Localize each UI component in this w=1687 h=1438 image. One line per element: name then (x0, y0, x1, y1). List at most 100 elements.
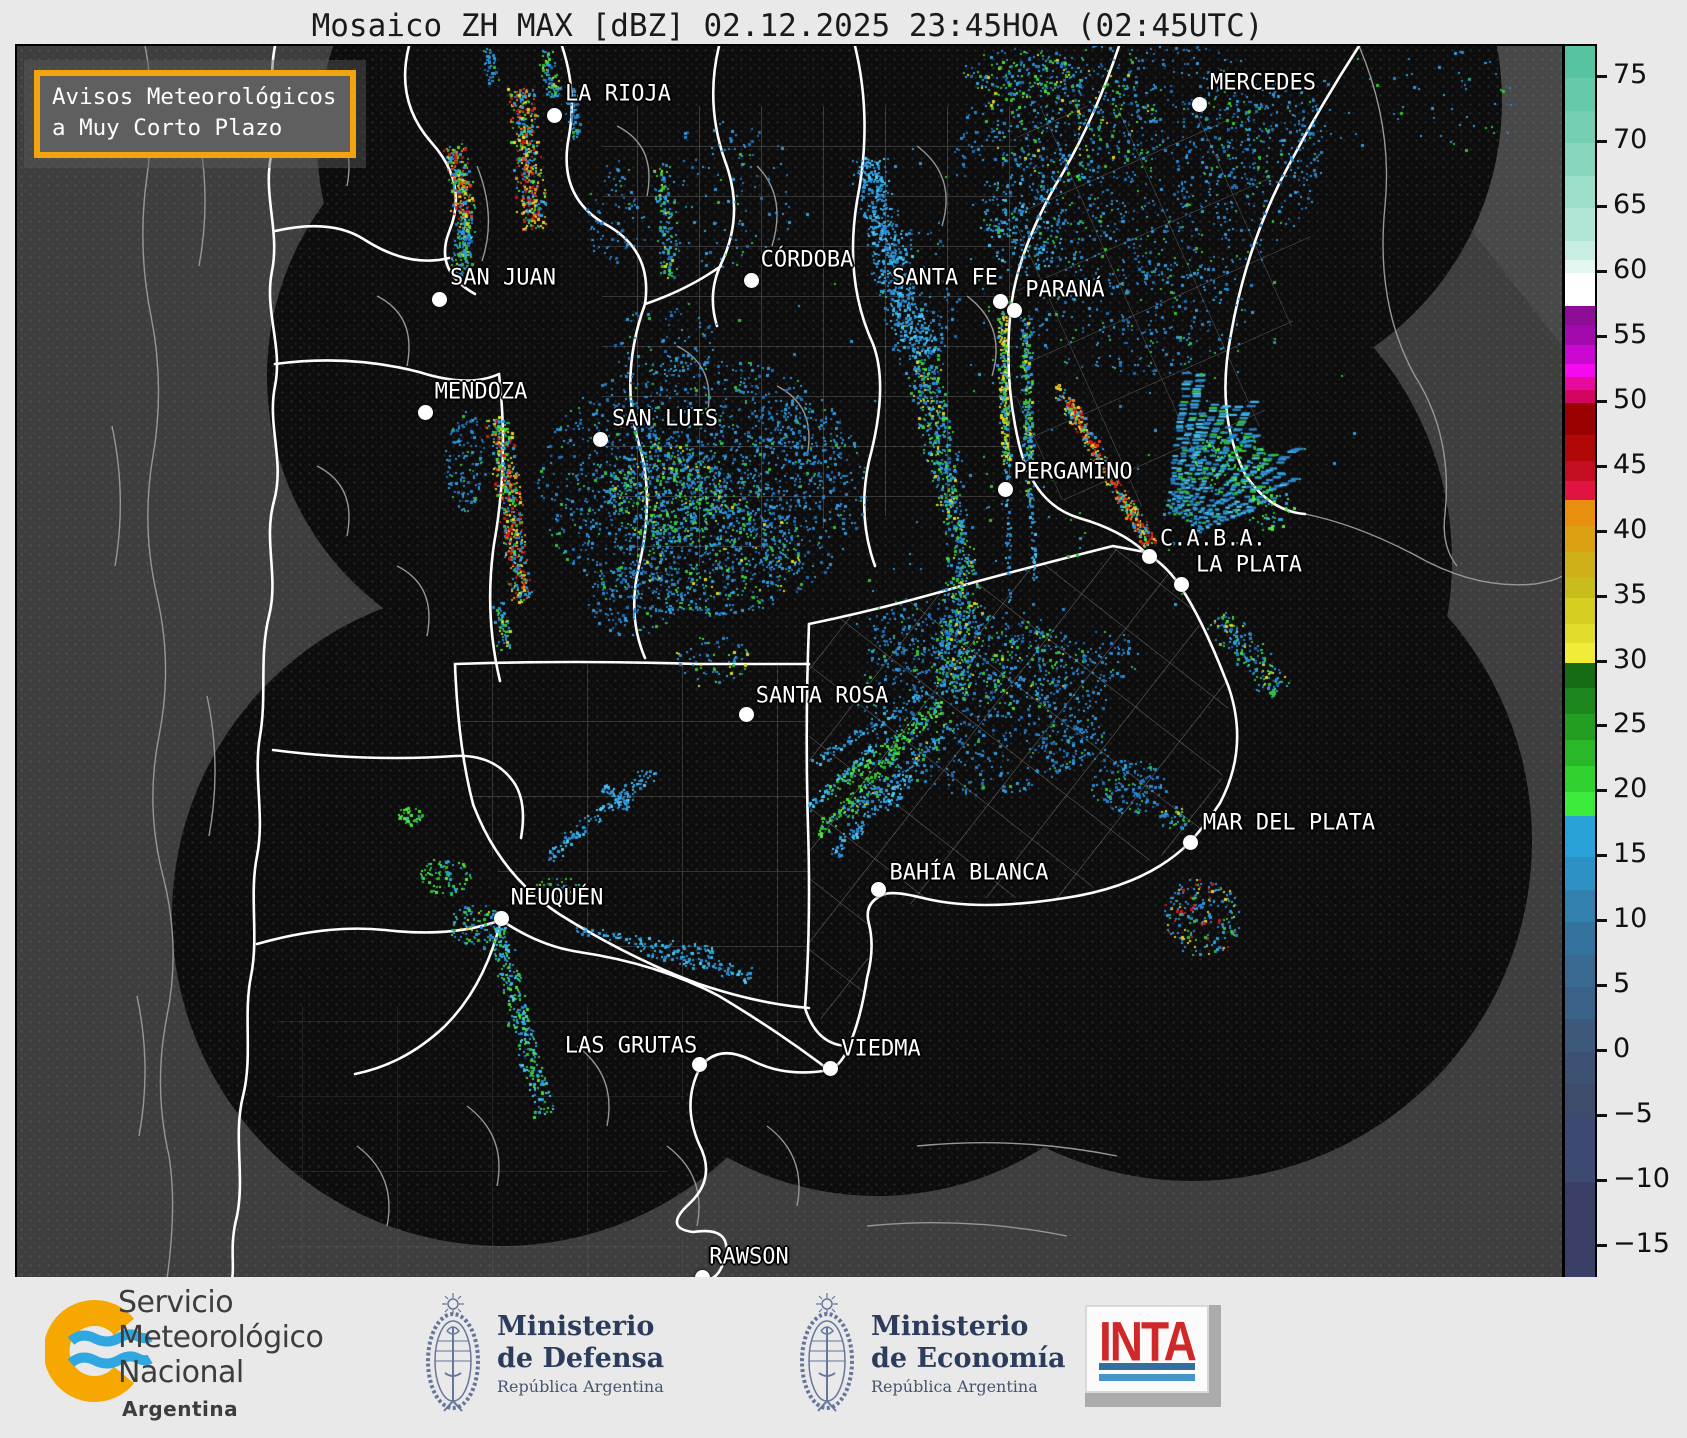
city-label: RAWSON (709, 1244, 789, 1270)
city-dot (691, 1056, 707, 1072)
colorbar-segment (1565, 954, 1595, 988)
warning-box[interactable]: Avisos Meteorológicos a Muy Corto Plazo (34, 70, 357, 158)
colorbar-tick-mark (1597, 659, 1607, 663)
city-dot (592, 431, 608, 447)
colorbar-segment (1565, 143, 1595, 177)
colorbar-segment (1565, 110, 1595, 145)
city-dot (738, 706, 754, 722)
colorbar-segment (1565, 260, 1595, 274)
page-title: Mosaico ZH MAX [dBZ] 02.12.2025 23:45HOA… (311, 8, 1264, 44)
city-dot (1191, 96, 1207, 112)
colorbar-tick-mark (1597, 399, 1607, 403)
coat-of-arms-icon (426, 1293, 480, 1412)
colorbar-tick-label: 50 (1613, 383, 1648, 415)
colorbar-tick-label: 30 (1613, 643, 1648, 675)
defensa-line3: República Argentina (497, 1377, 664, 1396)
colorbar-segment (1565, 986, 1595, 1021)
colorbar-segment (1565, 1116, 1595, 1183)
inta-logo: INTA (1085, 1305, 1221, 1407)
colorbar-tick-mark (1597, 1178, 1607, 1182)
smn-line3: Nacional (118, 1355, 244, 1390)
inta-stripe-light (1099, 1374, 1195, 1381)
colorbar-tick-label: −15 (1613, 1227, 1670, 1259)
city-dot (1141, 548, 1157, 564)
colorbar-tick-label: 15 (1613, 838, 1648, 870)
colorbar-area: 75 70 65 60 55 50 45 40 35 30 25 20 15 10 5 0 −5 −10 −15 (1563, 44, 1687, 1281)
colorbar-segment (1565, 662, 1595, 690)
colorbar-segment (1565, 688, 1595, 716)
colorbar-segment (1565, 578, 1595, 599)
colorbar-tick-mark (1597, 75, 1607, 79)
colorbar-segment (1565, 208, 1595, 242)
colorbar-tick-mark (1597, 529, 1607, 533)
colorbar-tick-label: 60 (1613, 254, 1648, 286)
colorbar-segment (1565, 46, 1595, 80)
colorbar-tick-mark (1597, 789, 1607, 793)
colorbar-tick-label: 10 (1613, 903, 1648, 935)
city-dot (431, 291, 447, 307)
smn-line2: Meteorológico (118, 1320, 324, 1355)
city-dot (992, 293, 1008, 309)
colorbar-tick-mark (1597, 919, 1607, 923)
city-label: LAS GRUTAS (564, 1033, 698, 1059)
colorbar-segment (1565, 389, 1595, 404)
defensa-line1: Ministerio (497, 1311, 655, 1342)
colorbar-segment (1565, 815, 1595, 858)
colorbar-segment (1565, 766, 1595, 794)
city-label: LA PLATA (1196, 552, 1302, 578)
city-label: MERCEDES (1210, 70, 1316, 96)
colorbar-tick-label: 45 (1613, 448, 1648, 480)
colorbar-tick-label: −5 (1613, 1097, 1653, 1129)
smn-line1: Servicio (118, 1285, 234, 1320)
colorbar-segment (1565, 175, 1595, 210)
colorbar-segment (1565, 597, 1595, 625)
colorbar-segment (1565, 1019, 1595, 1053)
city-label: BAHÍA BLANCA (889, 860, 1049, 886)
radar-map: LA RIOJA MERCEDES SAN JUAN CÓRDOBA SANTA FE P… (15, 44, 1564, 1281)
city-label: SAN JUAN (450, 265, 556, 291)
city-dot (694, 1269, 710, 1279)
colorbar-segment (1565, 792, 1595, 817)
colorbar-tick-label: 65 (1613, 189, 1648, 221)
city-label: PERGAMINO (1013, 459, 1133, 485)
warning-line-1: Avisos Meteorológicos (52, 84, 337, 110)
economia-line2: de Economía (871, 1343, 1066, 1374)
city-label: NEUQUÉN (510, 885, 604, 911)
colorbar-segment (1565, 526, 1595, 553)
colorbar-segment (1565, 461, 1595, 482)
colorbar-segment (1565, 889, 1595, 923)
colorbar-segment (1565, 273, 1595, 307)
colorbar-segment (1565, 240, 1595, 261)
defensa-line2: de Defensa (497, 1343, 665, 1374)
colorbar-tick-label: 70 (1613, 124, 1648, 156)
radar-echoes-canvas (17, 46, 1562, 1279)
city-label: VIEDMA (841, 1036, 921, 1062)
city-dot (822, 1060, 838, 1076)
ministerio-economia-text: Ministerio de Economía República Argenti… (871, 1311, 1065, 1396)
colorbar-tick-label: 5 (1613, 967, 1631, 999)
colorbar-segment (1565, 1084, 1595, 1118)
colorbar-tick-label: 75 (1613, 59, 1648, 91)
economia-line1: Ministerio (871, 1311, 1029, 1342)
colorbar-segment (1565, 922, 1595, 956)
city-dot (1182, 834, 1198, 850)
colorbar-tick-label: 25 (1613, 708, 1648, 740)
ministerio-defensa-text: Ministerio de Defensa República Argentin… (497, 1311, 664, 1396)
city-dot (743, 272, 759, 288)
coat-of-arms-icon (800, 1293, 854, 1412)
colorbar-segment (1565, 78, 1595, 112)
colorbar-tick-label: 55 (1613, 319, 1648, 351)
city-markers: LA RIOJA MERCEDES SAN JUAN CÓRDOBA SANTA FE P… (17, 46, 1562, 1279)
city-dot (546, 107, 562, 123)
city-dot (870, 881, 886, 897)
colorbar-tick-mark (1597, 854, 1607, 858)
smn-logo-text: Servicio Meteorológico Nacional Argentin… (118, 1285, 324, 1427)
city-label: SANTA FE (892, 265, 998, 291)
colorbar-tick-label: 20 (1613, 773, 1648, 805)
city-label: SAN LUIS (612, 406, 718, 432)
colorbar-tick-mark (1597, 464, 1607, 468)
inta-wordmark: INTA (1099, 1310, 1197, 1373)
colorbar-segment (1565, 500, 1595, 527)
colorbar-tick-mark (1597, 1113, 1607, 1117)
colorbar-tick-mark (1597, 1243, 1607, 1247)
